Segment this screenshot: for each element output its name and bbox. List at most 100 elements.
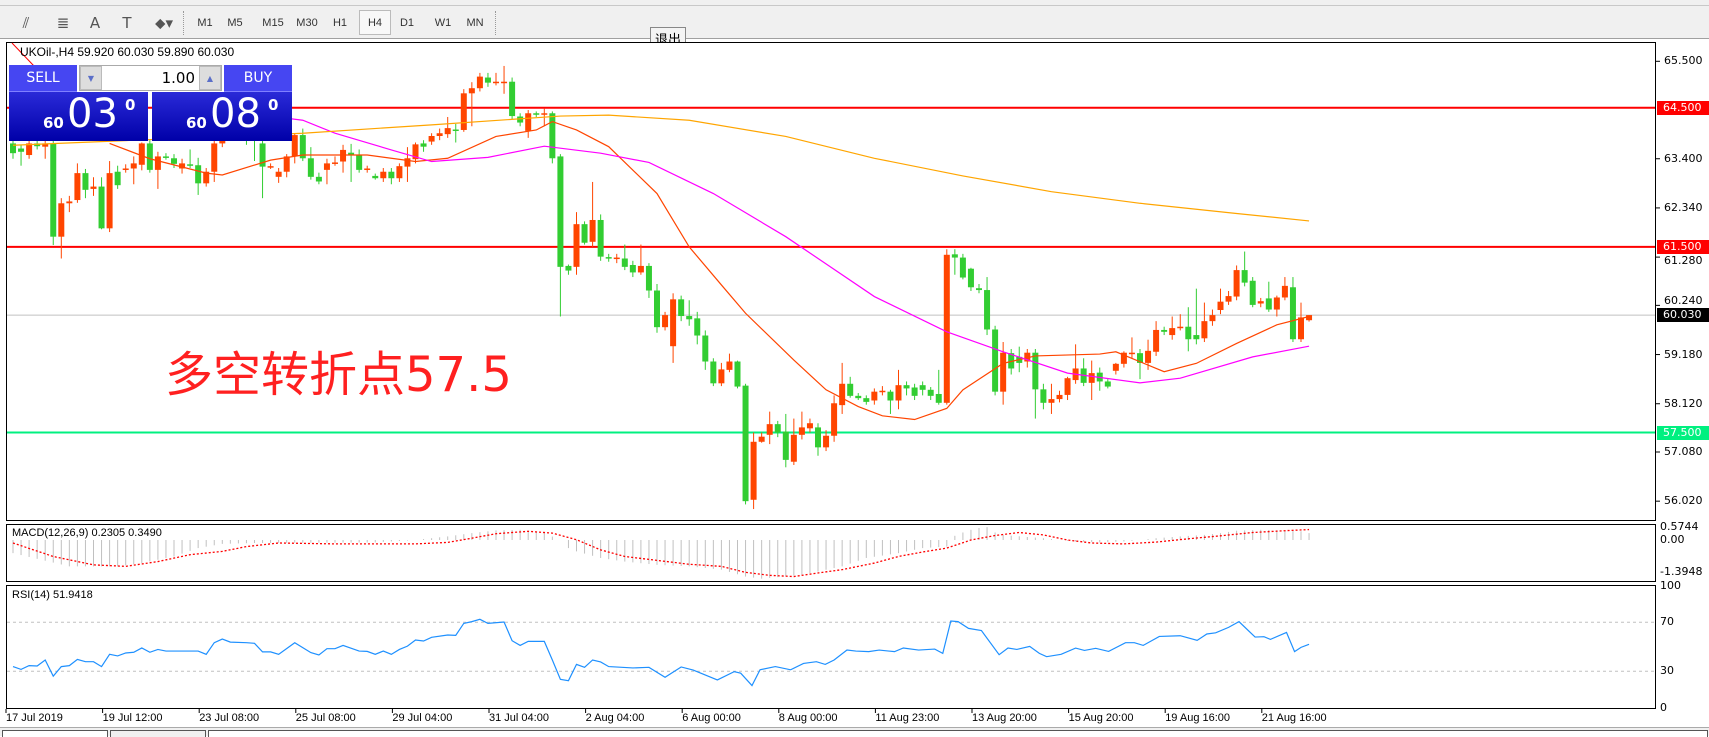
candle-body: [26, 143, 33, 156]
elliott-wave-icon[interactable]: ⫽: [22, 13, 30, 32]
rsi-axis-label: 0: [1660, 701, 1667, 714]
candle-body: [1257, 301, 1264, 304]
lot-increase-button[interactable]: ▲: [199, 66, 221, 90]
candle-body: [734, 361, 741, 387]
candle-body: [436, 133, 443, 137]
price-axis-label: 63.400: [1664, 151, 1703, 165]
candle-body: [50, 143, 57, 237]
candle-body: [267, 166, 274, 168]
candle-body: [195, 165, 202, 184]
candle-body: [662, 315, 669, 328]
candle-body: [468, 88, 475, 94]
candle-body: [525, 113, 532, 131]
fibonacci-icon[interactable]: ≣: [56, 13, 70, 32]
sell-price-button[interactable]: 60 03 0: [9, 91, 148, 141]
text-tool-icon[interactable]: A: [89, 13, 101, 32]
candle-body: [307, 158, 314, 177]
chart-tab[interactable]: [208, 730, 1708, 737]
arrows-icon[interactable]: ⬥▾: [154, 13, 174, 32]
timeframe-m1[interactable]: M1: [197, 16, 213, 29]
lot-size-input[interactable]: 1.00: [102, 66, 199, 90]
price-axis-label: 60.240: [1664, 294, 1703, 308]
toolbar-separator: [183, 11, 185, 35]
candle-body: [42, 143, 49, 147]
candle-body: [315, 176, 322, 182]
candle-body: [911, 387, 918, 396]
candle-body: [259, 143, 266, 167]
timeframe-m30[interactable]: M30: [296, 16, 318, 29]
candle-body: [1225, 296, 1232, 302]
time-axis-label: 8 Aug 00:00: [778, 712, 838, 724]
candle-body: [895, 385, 902, 401]
price-level-tag: 61.500: [1657, 239, 1709, 254]
candle-body: [573, 224, 580, 267]
candle-body: [959, 257, 966, 278]
lot-size-stepper[interactable]: ▼ 1.00 ▲: [79, 65, 222, 91]
candle-body: [1249, 280, 1256, 305]
candle-body: [1153, 329, 1160, 352]
price-axis-label: 57.080: [1664, 444, 1703, 458]
time-axis-label: 6 Aug 00:00: [682, 712, 741, 724]
candle-body: [340, 149, 347, 162]
lot-decrease-button[interactable]: ▼: [80, 66, 102, 90]
text-label-icon[interactable]: T: [122, 13, 132, 32]
candle-body: [171, 158, 177, 164]
candle-body: [1241, 270, 1248, 283]
candle-body: [758, 436, 765, 442]
candle-body: [935, 393, 942, 403]
candle-body: [855, 395, 862, 399]
time-axis-label: 19 Aug 16:00: [1165, 712, 1231, 724]
macd-label: MACD(12,26,9) 0.2305 0.3490: [12, 527, 162, 539]
chart-tab[interactable]: [2, 730, 108, 737]
sell-button[interactable]: SELL: [9, 65, 77, 92]
chevron-up-icon: ▲: [206, 73, 214, 83]
macd-panel[interactable]: [6, 524, 1656, 582]
rsi-panel[interactable]: [6, 585, 1656, 709]
timeframe-m15[interactable]: M15: [262, 16, 284, 29]
candle-body: [58, 203, 65, 237]
candle-body: [1032, 352, 1039, 390]
candle-body: [380, 171, 387, 179]
candle-body: [831, 403, 838, 436]
timeframe-h1[interactable]: H1: [332, 16, 348, 29]
chart-toolbar: ⫽ ≣ A T ⬥▾ M1 M5 M15 M30 H1 H4 D1 W1 MN: [0, 6, 1709, 39]
timeframe-mn[interactable]: MN: [466, 16, 484, 29]
moving-average-line: [109, 120, 1310, 421]
candle-body: [629, 264, 636, 273]
candle-body: [484, 77, 491, 83]
buy-button[interactable]: BUY: [224, 65, 292, 92]
candle-body: [299, 135, 306, 159]
candle-body: [460, 93, 467, 130]
candle-body: [388, 171, 395, 179]
timeframe-m5[interactable]: M5: [227, 16, 243, 29]
chart-tab[interactable]: [110, 730, 206, 737]
timeframe-d1[interactable]: D1: [399, 16, 415, 29]
candle-body: [1048, 399, 1055, 403]
buy-price-button[interactable]: 60 08 0: [152, 91, 292, 141]
candle-body: [726, 361, 733, 370]
rsi-axis-label: 30: [1660, 664, 1674, 678]
candle-body: [1024, 352, 1031, 362]
sell-price-prefix: 60: [43, 114, 64, 132]
candle-body: [74, 173, 81, 201]
candle-body: [549, 113, 556, 159]
candle-body: [275, 171, 282, 177]
candle-body: [122, 168, 129, 170]
candle-body: [66, 201, 73, 204]
timeframe-w1[interactable]: W1: [434, 16, 452, 29]
candle-body: [798, 427, 805, 435]
candle-body: [18, 148, 25, 152]
candle-body: [211, 143, 218, 172]
candle-body: [1161, 329, 1168, 332]
candle-body: [694, 318, 701, 336]
candle-body: [348, 152, 355, 156]
candle-body: [782, 431, 789, 460]
rsi-line: [12, 618, 1310, 687]
candle-body: [1000, 352, 1007, 392]
candle-body: [589, 219, 596, 242]
candle-body: [82, 173, 89, 190]
candle-body: [396, 166, 403, 179]
candle-body: [323, 163, 330, 170]
candle-body: [1128, 352, 1135, 355]
timeframe-h4[interactable]: H4: [359, 10, 391, 35]
